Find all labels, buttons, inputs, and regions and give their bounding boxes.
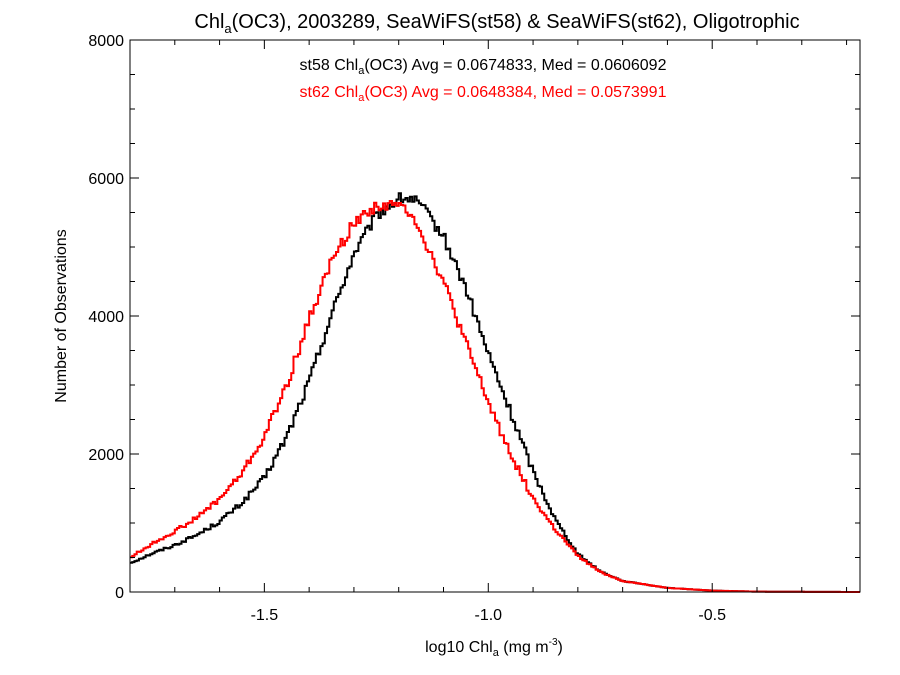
- plot-frame: [129, 39, 861, 593]
- tick-layer: -1.5 -1.0 -0.5 0 2000 4000 6000 8000: [88, 33, 860, 624]
- y-tick-label: 2000: [88, 447, 124, 464]
- x-axis-label-part-0: log10 Chl: [425, 639, 493, 656]
- y-tick-label: 6000: [88, 171, 124, 188]
- annotation-st62-part-1: a: [358, 92, 365, 104]
- x-tick-label: -1.5: [251, 607, 279, 624]
- x-axis-label-part-2: (mg m: [499, 639, 549, 656]
- annotation-layer: st58 Chla(OC3) Avg = 0.0674833, Med = 0.…: [300, 57, 667, 104]
- x-axis-label-part-4: ): [558, 639, 563, 656]
- annotation-st62-part-0: st62 Chl: [300, 84, 359, 101]
- y-tick-label: 0: [115, 585, 124, 602]
- title-part-main: Chl: [194, 11, 224, 33]
- x-axis-label-part-1: a: [493, 647, 500, 659]
- y-axis-label: Number of Observations: [53, 229, 70, 402]
- x-tick-label: -0.5: [698, 607, 726, 624]
- annotation-st58-part-0: st58 Chl: [300, 57, 359, 74]
- x-axis-label: log10 Chla (mg m-3): [425, 637, 563, 659]
- y-tick-label: 4000: [88, 309, 124, 326]
- histogram-series-1: [130, 199, 860, 593]
- chart-title: Chla(OC3), 2003289, SeaWiFS(st58) & SeaW…: [194, 11, 799, 36]
- plot-area: -1.5 -1.0 -0.5 0 2000 4000 6000 8000: [88, 33, 861, 624]
- annotation-st58: st58 Chla(OC3) Avg = 0.0674833, Med = 0.…: [300, 57, 667, 77]
- annotation-st58-part-1: a: [358, 65, 365, 77]
- annotation-st58-part-2: (OC3) Avg = 0.0674833, Med = 0.0606092: [364, 57, 666, 74]
- x-tick-label: -1.0: [474, 607, 502, 624]
- x-axis-label-part-3: -3: [549, 637, 558, 648]
- histogram-series-0: [130, 192, 860, 593]
- y-tick-label: 8000: [88, 33, 124, 50]
- annotation-st62-part-2: (OC3) Avg = 0.0648384, Med = 0.0573991: [364, 84, 666, 101]
- annotation-st62: st62 Chla(OC3) Avg = 0.0648384, Med = 0.…: [300, 84, 667, 104]
- series-layer: [130, 192, 860, 593]
- title-part-rest: (OC3), 2003289, SeaWiFS(st58) & SeaWiFS(…: [232, 11, 800, 33]
- title-part-subscript: a: [224, 21, 232, 36]
